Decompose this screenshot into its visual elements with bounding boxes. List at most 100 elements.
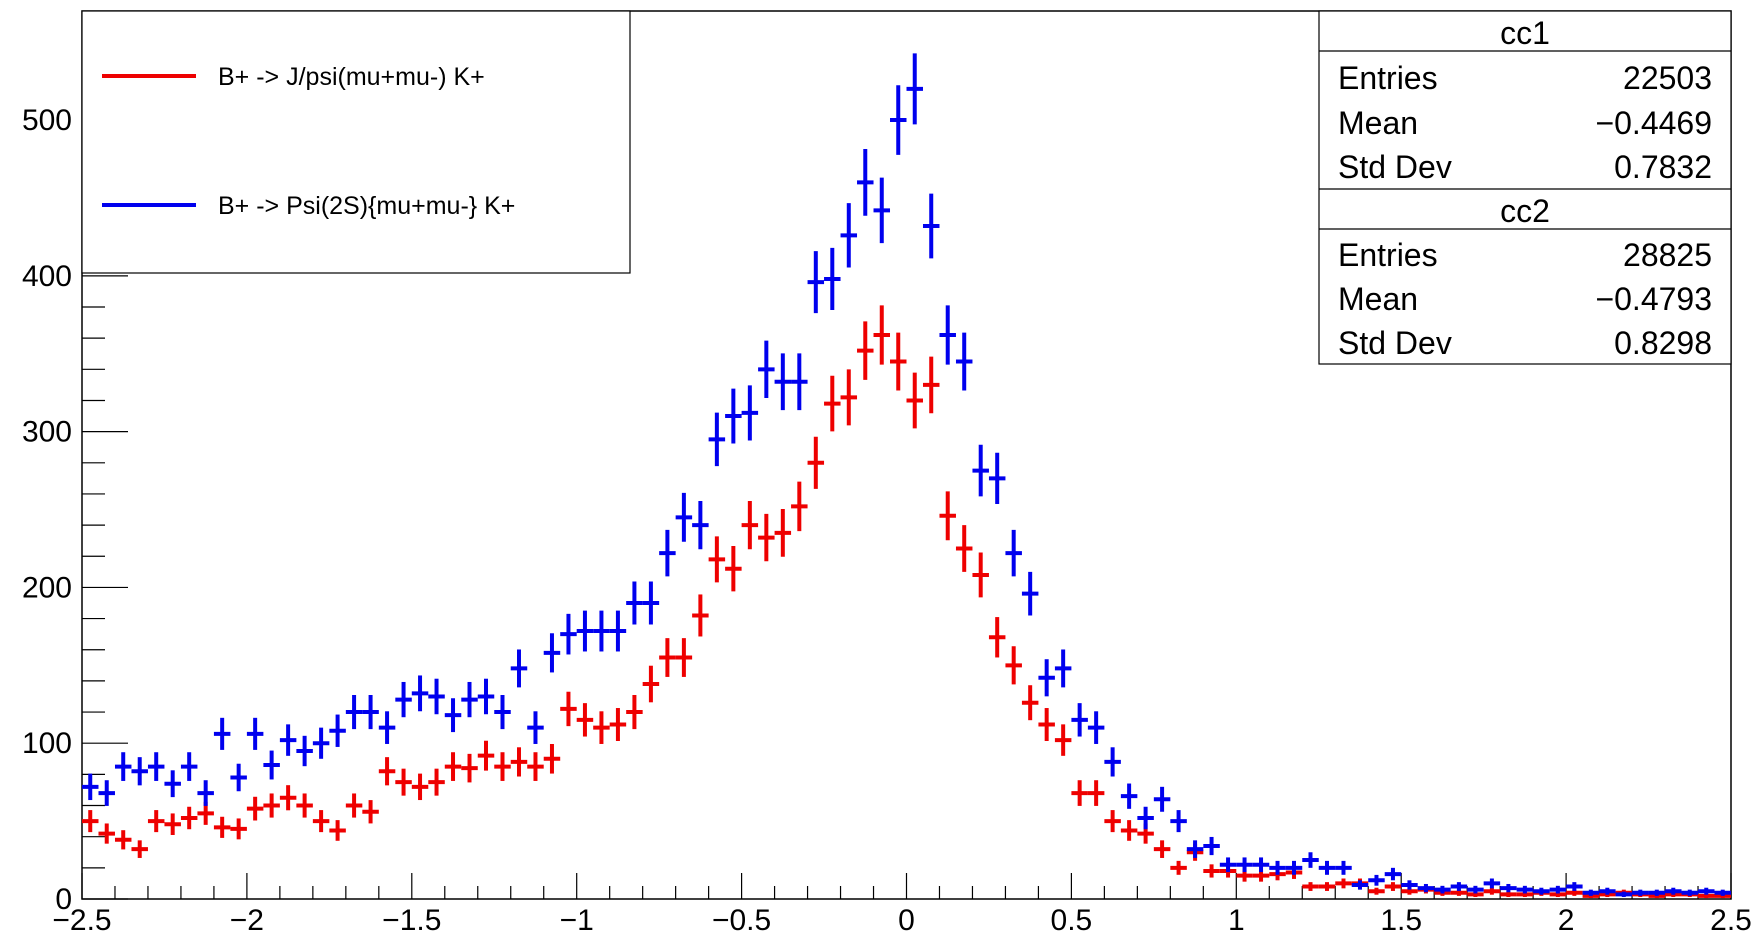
data-point	[527, 752, 544, 781]
legend-label-psi2s: B+ -> Psi(2S){mu+mu-} K+	[218, 192, 515, 220]
data-point	[1203, 836, 1220, 856]
data-point	[609, 610, 627, 652]
stats-value-mean-cc2: −0.4793	[1595, 281, 1712, 317]
data-point	[840, 369, 858, 426]
data-point	[791, 353, 808, 411]
data-point	[1665, 887, 1682, 895]
data-point	[1120, 820, 1138, 841]
data-point	[1120, 783, 1138, 809]
data-point	[1005, 646, 1022, 685]
data-point	[296, 793, 313, 818]
data-point	[1203, 864, 1220, 878]
data-point	[82, 810, 99, 833]
stats-title-cc2: cc2	[1500, 193, 1550, 229]
data-point	[444, 698, 462, 733]
data-point	[428, 678, 445, 715]
x-tick-label: 1	[1228, 904, 1245, 937]
data-point	[1599, 887, 1616, 895]
data-point	[1533, 887, 1550, 895]
data-point	[1054, 724, 1072, 756]
x-tick-label: −1	[560, 904, 594, 937]
x-tick-label: −1.5	[382, 904, 441, 937]
data-point	[1384, 867, 1402, 881]
data-point	[477, 740, 495, 771]
data-point	[1335, 860, 1352, 875]
data-point	[972, 552, 989, 598]
data-point	[444, 752, 462, 781]
data-point	[213, 816, 231, 838]
data-point	[1648, 889, 1666, 896]
data-point	[543, 744, 561, 774]
data-point	[642, 581, 660, 625]
data-point	[312, 727, 330, 759]
data-point	[939, 305, 956, 365]
data-point	[1714, 889, 1731, 896]
data-point	[692, 594, 709, 637]
data-point	[395, 681, 412, 718]
data-point	[1434, 885, 1451, 894]
data-series	[82, 53, 1731, 899]
data-point	[510, 747, 528, 777]
data-point	[1285, 860, 1303, 875]
data-point	[263, 793, 280, 818]
data-point	[131, 757, 148, 786]
data-point	[345, 793, 363, 818]
stats-value-entries-cc1: 22503	[1623, 60, 1712, 96]
data-point	[609, 708, 627, 742]
data-point	[98, 780, 115, 806]
data-point	[1153, 786, 1171, 812]
data-point	[1104, 810, 1121, 833]
data-point	[1170, 860, 1187, 875]
data-point	[543, 633, 561, 673]
data-point	[1137, 806, 1154, 830]
data-point	[1384, 882, 1402, 891]
data-point	[494, 694, 511, 730]
data-point	[675, 638, 693, 677]
data-point	[1071, 703, 1088, 737]
data-point	[1500, 891, 1517, 898]
data-point	[1021, 685, 1039, 721]
x-tick-label: 1.5	[1380, 904, 1422, 937]
tick-labels: −2.5 −2 −1.5 −1 −0.5 0 0.5 1 1.5 2 2.5 0 100 200 300 40…	[22, 104, 1752, 937]
data-point	[659, 638, 676, 677]
legend: B+ -> J/psi(mu+mu-) K+ B+ -> Psi(2S){mu+…	[81, 10, 631, 274]
stats-label-entries-cc1: Entries	[1338, 60, 1438, 96]
data-point	[922, 193, 940, 259]
data-point	[131, 840, 148, 858]
data-point	[1698, 887, 1715, 895]
stats-label-stddev-cc1: Std Dev	[1338, 149, 1452, 185]
data-point	[1351, 880, 1369, 890]
data-point	[1269, 860, 1286, 875]
data-point	[741, 500, 759, 550]
data-point	[1401, 880, 1418, 890]
data-point	[164, 813, 181, 836]
data-point	[824, 247, 841, 311]
data-point	[1087, 711, 1105, 744]
data-point	[774, 509, 792, 557]
data-point	[1021, 571, 1039, 616]
data-point	[1186, 840, 1204, 858]
data-point	[213, 717, 231, 750]
x-tick-label: −2.5	[52, 904, 111, 937]
stats-box: cc1 Entries 22503 Mean −0.4469 Std Dev 0…	[1318, 10, 1732, 365]
y-tick-label: 100	[22, 727, 72, 760]
series-1	[82, 305, 1731, 899]
data-point	[626, 581, 643, 625]
data-point	[114, 752, 132, 781]
data-point	[1582, 889, 1600, 896]
data-point	[395, 768, 412, 796]
data-point	[527, 711, 544, 744]
data-point	[279, 785, 297, 811]
data-point	[329, 714, 346, 747]
data-point	[510, 649, 528, 688]
data-point	[1252, 857, 1270, 873]
stats-box-frame	[1318, 10, 1732, 365]
x-tick-label: 2.5	[1710, 904, 1752, 937]
data-point	[1038, 708, 1055, 742]
data-point	[1087, 780, 1105, 806]
data-point	[296, 735, 313, 767]
data-point	[955, 525, 973, 572]
data-point	[708, 536, 726, 583]
stats-label-stddev-cc2: Std Dev	[1338, 325, 1452, 361]
data-point	[246, 796, 264, 821]
